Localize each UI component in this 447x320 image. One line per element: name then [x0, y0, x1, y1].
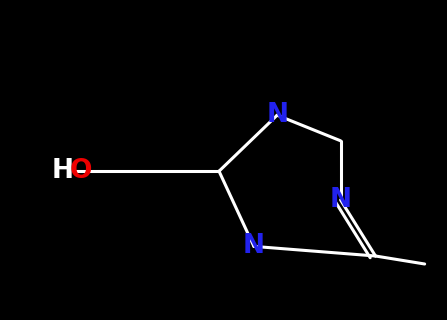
Text: H: H	[51, 158, 74, 184]
Text: N: N	[243, 233, 265, 260]
Text: N: N	[329, 187, 352, 213]
Text: N: N	[266, 102, 288, 128]
Text: O: O	[69, 158, 92, 184]
